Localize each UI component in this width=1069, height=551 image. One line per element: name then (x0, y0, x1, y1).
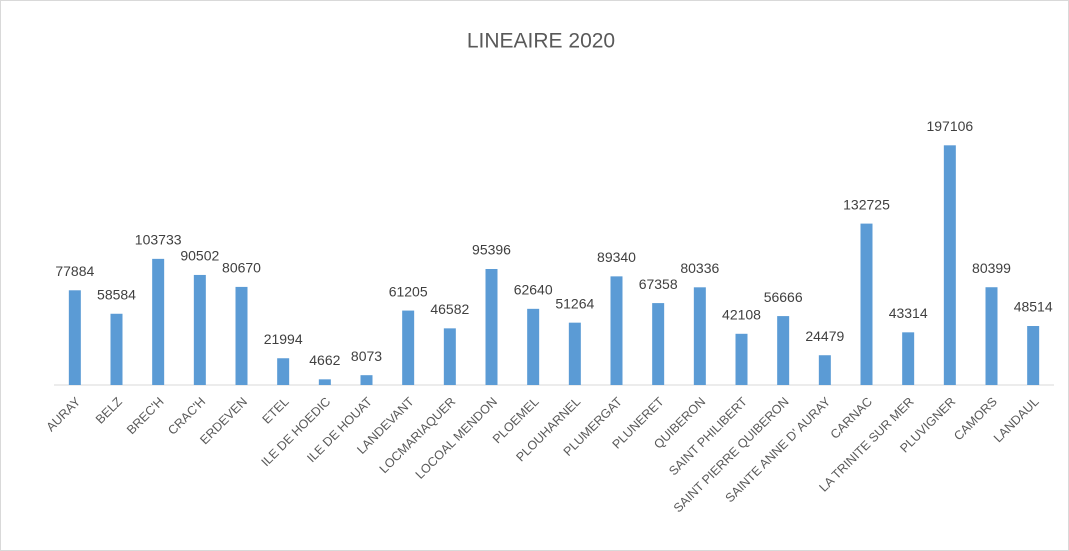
data-label: 132725 (843, 196, 890, 212)
data-label: 67358 (639, 276, 678, 292)
bar (193, 274, 206, 385)
bar (443, 328, 456, 385)
data-label: 197106 (926, 118, 973, 134)
data-label: 62640 (514, 282, 553, 298)
bar (693, 287, 706, 385)
data-label: 4662 (309, 352, 340, 368)
data-label: 103733 (135, 232, 182, 248)
data-label: 80399 (972, 260, 1011, 276)
data-label: 46582 (430, 301, 469, 317)
bar (818, 355, 831, 385)
bar (610, 276, 623, 385)
bar (943, 145, 956, 385)
bar (485, 268, 498, 385)
bar (402, 310, 415, 385)
data-label: 21994 (264, 331, 303, 347)
data-label: 95396 (472, 242, 511, 258)
data-label: 80670 (222, 260, 261, 276)
bar (318, 379, 331, 385)
data-label: 51264 (555, 295, 594, 311)
data-label: 42108 (722, 306, 761, 322)
bar (568, 322, 581, 385)
data-label: 43314 (889, 305, 928, 321)
data-label: 80336 (680, 260, 719, 276)
bar (652, 303, 665, 385)
bar (902, 332, 915, 385)
data-label: 61205 (389, 283, 428, 299)
bar (777, 316, 790, 385)
bar (735, 333, 748, 385)
bar (985, 287, 998, 385)
data-label: 77884 (55, 263, 94, 279)
data-label: 58584 (97, 286, 136, 302)
bar (527, 308, 540, 385)
bar (152, 258, 165, 385)
data-label: 48514 (1014, 299, 1053, 315)
bar (1027, 326, 1040, 385)
data-label: 90502 (180, 248, 219, 264)
bar (277, 358, 290, 385)
bar (68, 290, 81, 385)
data-label: 56666 (764, 289, 803, 305)
chart-title: LINEAIRE 2020 (467, 30, 615, 53)
bar (110, 313, 123, 385)
bar (860, 223, 873, 385)
data-label: 24479 (805, 328, 844, 344)
data-label: 89340 (597, 249, 636, 265)
bar (360, 375, 373, 385)
data-label: 8073 (351, 348, 382, 364)
bar (235, 286, 248, 385)
